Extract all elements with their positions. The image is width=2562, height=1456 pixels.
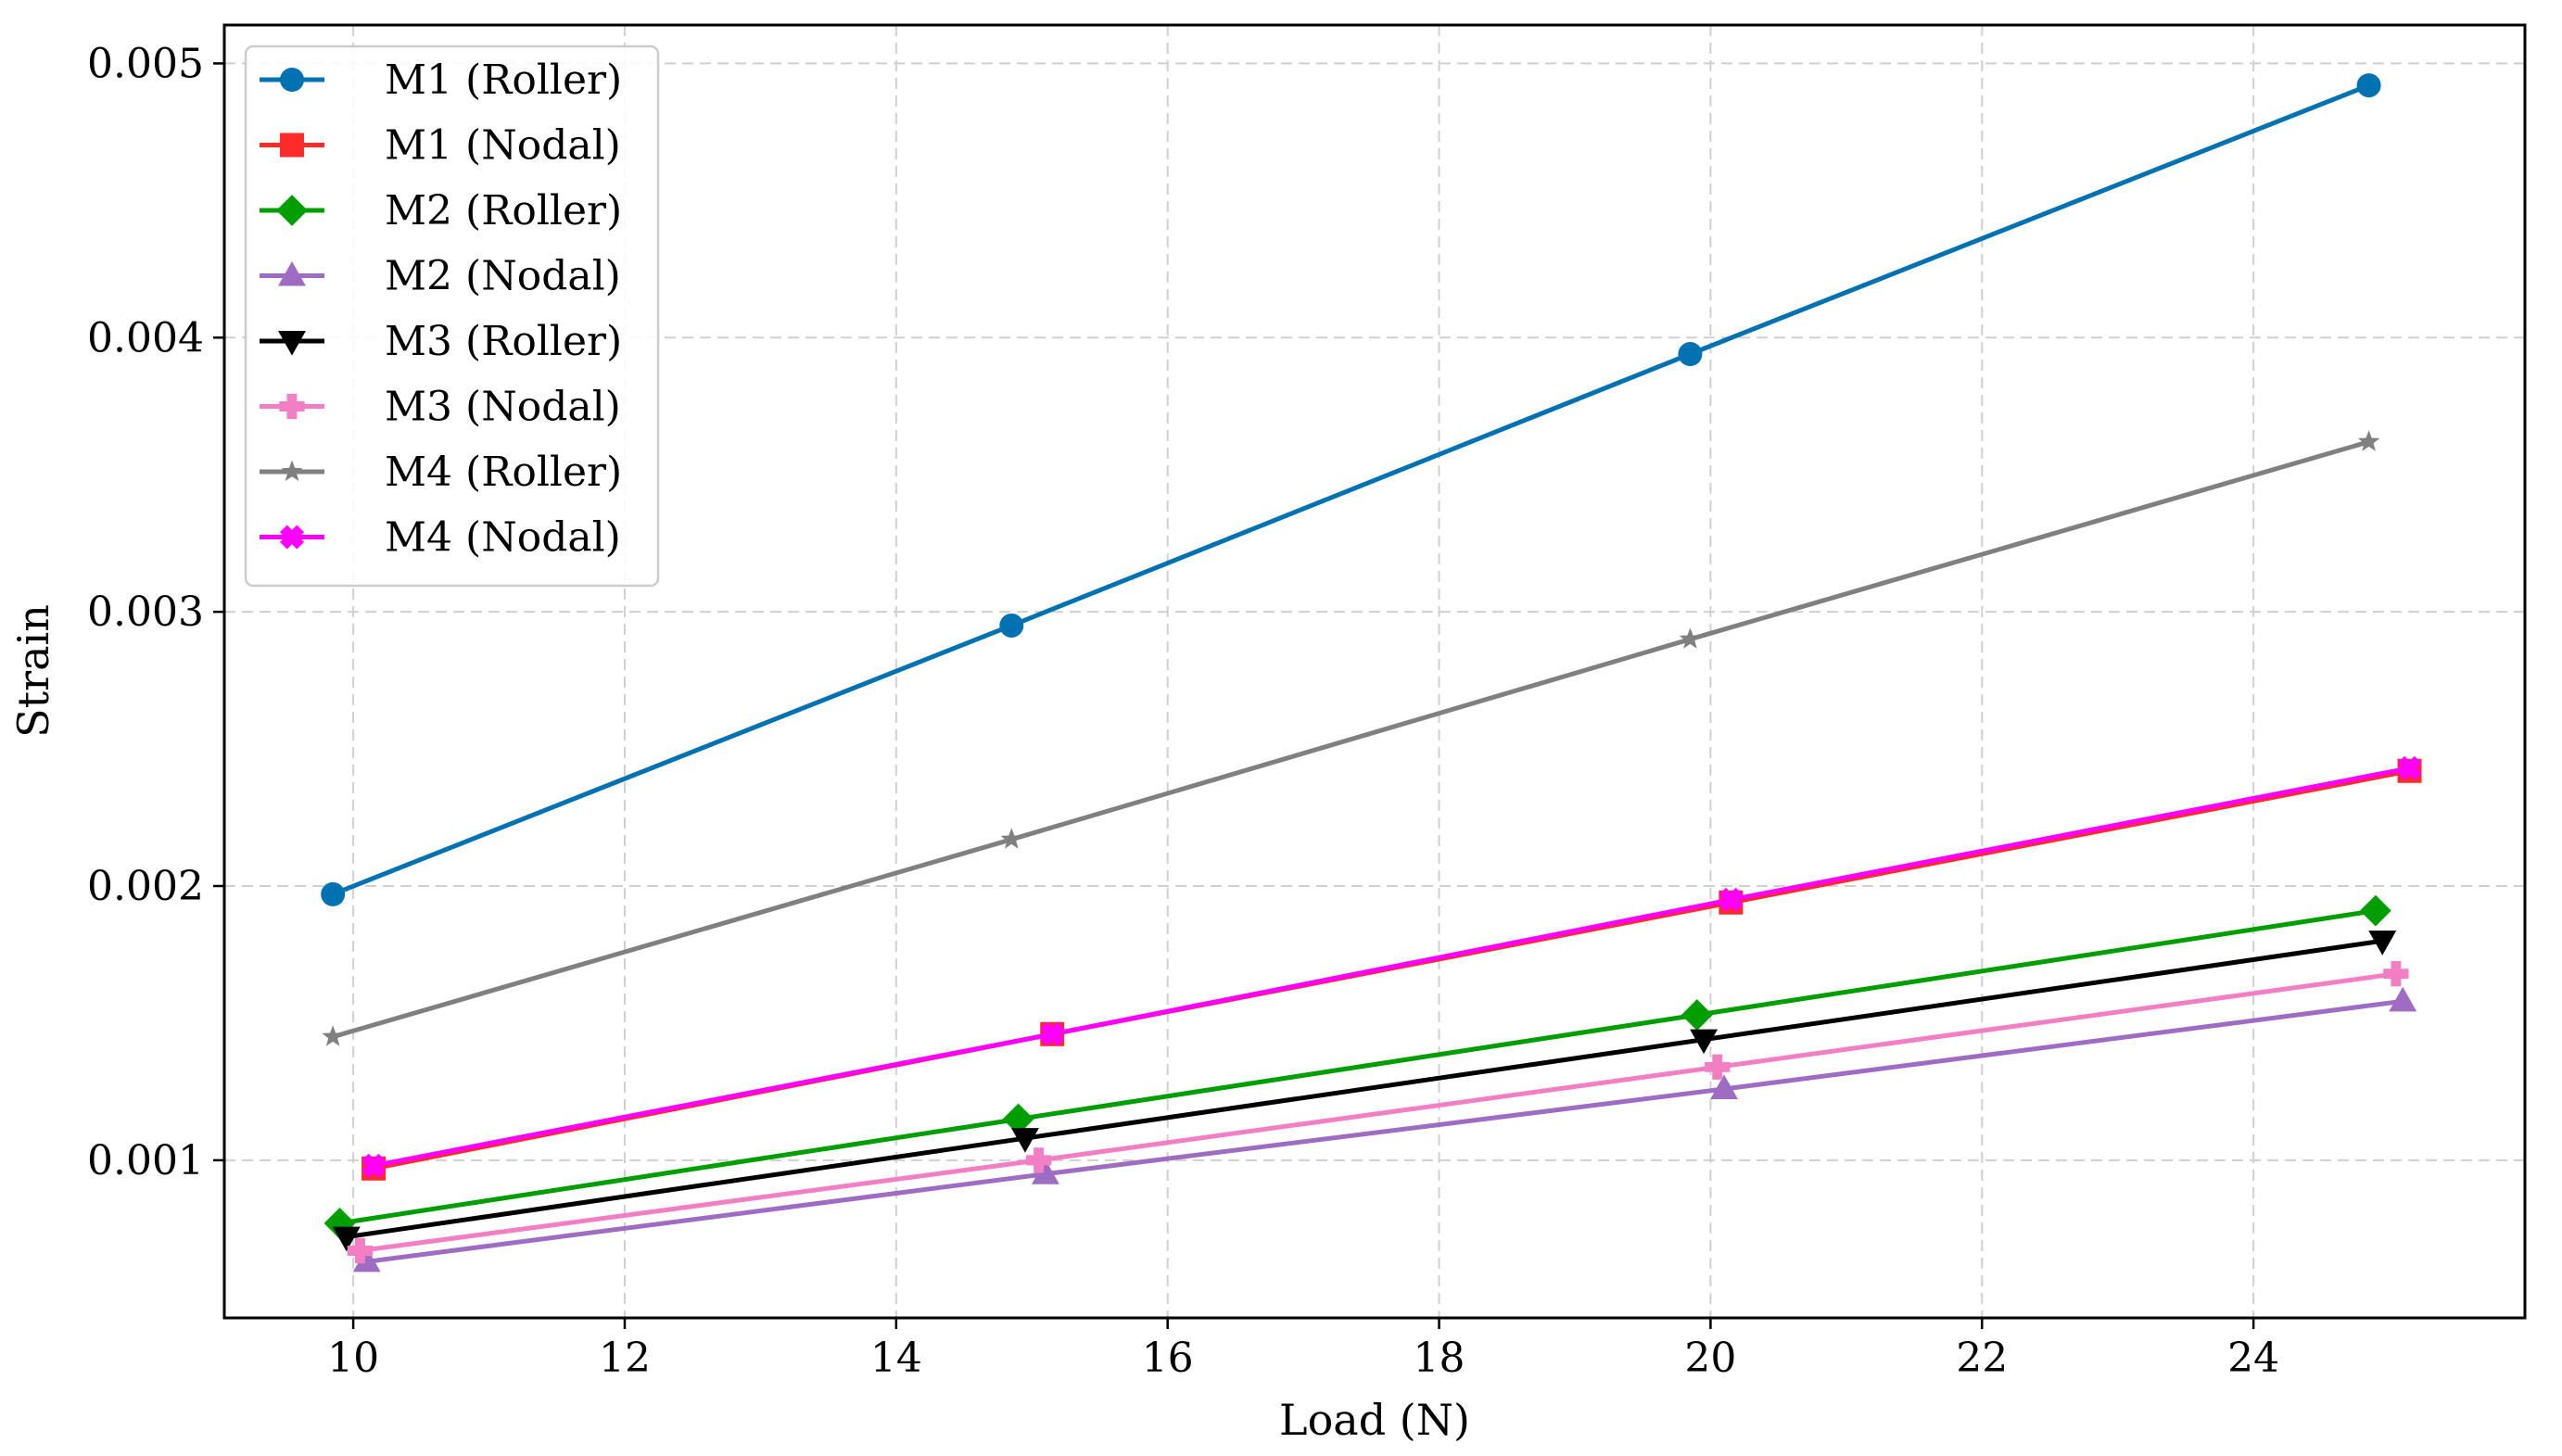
data-point (352, 1247, 381, 1272)
data-point (322, 1025, 344, 1046)
legend-marker (276, 195, 308, 226)
series-line (346, 938, 2383, 1240)
legend: M1 (Roller) M1 (Nodal) M2 (Roller) M2 (Noda… (244, 44, 660, 588)
x-tick-label: 10 (327, 1335, 379, 1382)
legend-item: M2 (Nodal) (260, 253, 621, 300)
data-point (1010, 1128, 1039, 1153)
data-point (999, 613, 1024, 638)
y-tick-label: 0.003 (87, 589, 204, 636)
data-point (1040, 1021, 1065, 1046)
data-point (2368, 931, 2397, 956)
legend-item: M1 (Roller) (260, 57, 622, 104)
legend-label: M2 (Nodal) (385, 253, 621, 300)
x-tick-label: 14 (870, 1335, 922, 1382)
y-tick-label: 0.005 (87, 40, 204, 87)
legend-label: M3 (Roller) (385, 318, 622, 365)
x-tick-label: 24 (2227, 1335, 2279, 1382)
series-layer (321, 73, 2422, 1272)
series-line (332, 439, 2370, 1040)
y-axis-label: Strain (8, 604, 58, 738)
data-point (347, 1237, 374, 1264)
legend-item: M3 (Nodal) (260, 384, 621, 431)
series-m3-roller (332, 931, 2397, 1252)
x-tick-label: 12 (599, 1335, 651, 1382)
legend-marker (278, 330, 306, 356)
legend-label: M2 (Roller) (385, 187, 622, 234)
data-point (2360, 894, 2391, 927)
series-m2-nodal (352, 986, 2417, 1272)
data-point (1719, 887, 1744, 912)
x-tick-label: 22 (1956, 1335, 2008, 1382)
data-point (361, 1153, 387, 1178)
data-point (1000, 828, 1022, 849)
series-m4-roller (322, 430, 2380, 1046)
series-line (332, 82, 2370, 897)
legend-label: M4 (Roller) (385, 449, 622, 496)
legend-item: M4 (Roller) (260, 449, 622, 496)
legend-marker (279, 393, 305, 420)
data-point (1710, 1074, 1739, 1100)
legend-marker (280, 133, 304, 158)
data-point (321, 881, 346, 906)
y-tick-label: 0.002 (87, 863, 204, 910)
data-point (1705, 1054, 1731, 1080)
y-tick-label: 0.001 (87, 1137, 204, 1184)
data-point (1679, 627, 1702, 649)
grid (224, 25, 2525, 1318)
y-tick-label: 0.004 (87, 314, 204, 361)
data-point (1690, 1029, 1719, 1055)
data-point (2397, 755, 2422, 780)
legend-box (244, 44, 660, 588)
legend-item: M4 (Nodal) (260, 514, 621, 562)
legend-marker (279, 525, 305, 550)
data-point (2383, 961, 2409, 987)
data-point (1025, 1147, 1052, 1173)
x-tick-label: 18 (1414, 1335, 1465, 1382)
legend-label: M1 (Nodal) (385, 122, 621, 170)
legend-item: M1 (Nodal) (260, 122, 621, 170)
data-point (1678, 342, 1703, 367)
series-line (373, 766, 2410, 1169)
data-point (2357, 430, 2380, 451)
series-line (360, 971, 2397, 1253)
x-tick-label: 20 (1684, 1335, 1736, 1382)
series-m3-nodal (347, 961, 2409, 1264)
plot-frame (222, 23, 2527, 1320)
data-point (332, 1226, 361, 1252)
data-point (1681, 999, 1713, 1031)
data-point (1002, 1103, 1034, 1135)
legend-marker (278, 260, 306, 286)
ticks: 10 12 14 16 18 20 22 24 0.001 0.002 0.003 0.004 0.00… (87, 40, 2279, 1382)
data-point (1031, 1159, 1059, 1184)
series-m4-nodal (361, 755, 2422, 1178)
legend-label: M4 (Nodal) (385, 514, 621, 562)
x-tick-label: 16 (1142, 1335, 1194, 1382)
legend-label: M3 (Nodal) (385, 384, 621, 431)
legend-label: M1 (Roller) (385, 57, 622, 104)
legend-marker (280, 68, 304, 92)
data-point (2389, 986, 2417, 1012)
legend-item: M3 (Roller) (260, 318, 622, 365)
legend-item: M2 (Roller) (260, 187, 622, 234)
legend-marker (281, 460, 303, 481)
series-line (339, 908, 2377, 1226)
data-point (2356, 73, 2381, 98)
x-axis-label: Load (N) (1279, 1395, 1470, 1445)
series-line (366, 998, 2403, 1264)
series-m1-roller (321, 73, 2381, 906)
